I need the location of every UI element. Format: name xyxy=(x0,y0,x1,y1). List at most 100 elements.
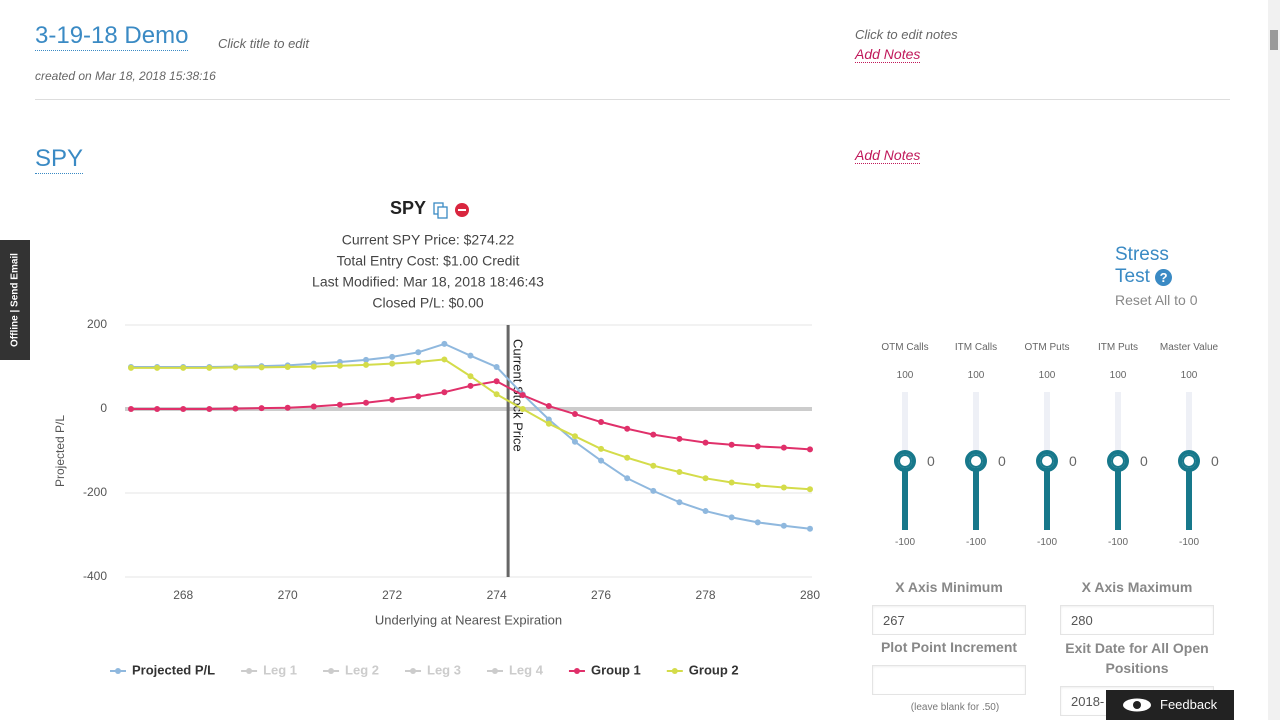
legend-label[interactable]: Leg 3 xyxy=(427,662,461,677)
data-point xyxy=(206,364,213,371)
y-tick-label: 200 xyxy=(87,317,107,331)
slider-track-fill xyxy=(1115,461,1121,530)
feedback-label[interactable]: Feedback xyxy=(1160,697,1218,712)
data-point xyxy=(780,444,787,451)
legend-swatch xyxy=(671,668,678,674)
add-notes[interactable]: Add Notes xyxy=(855,147,921,164)
title-hint: Click title to edit xyxy=(218,36,310,51)
divider xyxy=(35,99,1230,100)
legend-item[interactable]: Group 2 xyxy=(666,662,739,677)
slider-min: -100 xyxy=(965,537,986,548)
feedback-button[interactable]: Feedback xyxy=(1106,690,1234,720)
side-tab[interactable]: Offline | Send Email xyxy=(0,240,30,360)
data-point xyxy=(493,378,500,385)
slider-value: 0 xyxy=(927,453,935,469)
slider-thumb[interactable] xyxy=(894,450,916,472)
x-min-input[interactable] xyxy=(872,605,1026,635)
add-notes[interactable]: Add Notes xyxy=(855,46,921,63)
x-max-input[interactable] xyxy=(1060,605,1214,635)
slider-max: 100 xyxy=(1109,370,1127,381)
data-point xyxy=(154,364,161,371)
data-point xyxy=(780,484,787,491)
chart-title: SPY xyxy=(390,198,426,218)
legend-swatch xyxy=(115,668,121,674)
slider-thumb[interactable] xyxy=(965,450,987,472)
slider-thumb[interactable] xyxy=(1178,450,1200,472)
stress-test-title: Stress Test ? xyxy=(1115,244,1195,288)
notes-hint: Click to edit notes xyxy=(855,27,958,42)
y-tick-label: 0 xyxy=(100,401,107,415)
slider-track-fill xyxy=(973,461,979,530)
y-tick-label: -200 xyxy=(83,485,107,499)
chart-info: Last Modified: Mar 18, 2018 18:46:43 xyxy=(312,274,544,290)
x-tick-label: 280 xyxy=(800,588,820,602)
legend-item[interactable]: Group 1 xyxy=(568,662,641,677)
data-point xyxy=(128,364,134,371)
legend-label[interactable]: Group 1 xyxy=(591,662,641,677)
legend-item[interactable]: Leg 1 xyxy=(241,662,297,677)
copy-icon[interactable] xyxy=(433,202,448,219)
data-point xyxy=(650,487,657,494)
data-point xyxy=(754,482,761,489)
data-point xyxy=(702,475,709,482)
data-point xyxy=(258,405,265,412)
increment-hint: (leave blank for .50) xyxy=(910,702,1000,713)
data-point xyxy=(728,514,735,521)
legend-item[interactable]: Leg 3 xyxy=(405,662,461,677)
section-title[interactable]: SPY xyxy=(35,145,84,174)
data-point xyxy=(545,416,552,423)
x-max-label: X Axis Maximum xyxy=(1081,579,1193,595)
slider-track-fill xyxy=(902,461,908,530)
data-point xyxy=(467,382,474,389)
legend-label[interactable]: Leg 2 xyxy=(345,662,379,677)
legend-label[interactable]: Projected P/L xyxy=(132,662,215,677)
data-point xyxy=(415,358,422,365)
scrollbar[interactable] xyxy=(1268,0,1280,720)
data-point xyxy=(415,393,422,400)
data-point xyxy=(702,439,709,446)
slider-track xyxy=(973,392,979,461)
increment-label: Plot Point Increment xyxy=(880,639,1018,655)
chart-info: Current SPY Price: $274.22 xyxy=(342,232,515,248)
slider-thumb[interactable] xyxy=(1107,450,1129,472)
help-icon[interactable]: ? xyxy=(1155,269,1173,286)
data-point xyxy=(754,443,761,450)
created-date: created on Mar 18, 2018 15:38:16 xyxy=(35,69,216,83)
legend-item[interactable]: Leg 2 xyxy=(323,662,379,677)
data-point xyxy=(728,479,735,486)
x-min-label: X Axis Minimum xyxy=(895,579,1003,595)
x-tick-label: 270 xyxy=(278,588,298,602)
slider-thumb[interactable] xyxy=(1036,450,1058,472)
series-line xyxy=(131,342,811,530)
reset-all[interactable]: Reset All to 0 xyxy=(1115,292,1198,308)
data-point xyxy=(232,364,239,371)
legend-label[interactable]: Group 2 xyxy=(689,662,739,677)
data-point xyxy=(154,406,161,412)
plan-title[interactable]: 3-19-18 Demo xyxy=(35,22,189,51)
data-point xyxy=(598,445,605,452)
data-point xyxy=(206,406,213,412)
legend-item[interactable]: Projected P/L xyxy=(110,662,215,677)
data-point xyxy=(180,364,187,371)
slider-track xyxy=(1044,392,1050,461)
slider-track xyxy=(902,392,908,461)
slider-max: 100 xyxy=(896,370,914,381)
data-point xyxy=(650,431,657,438)
data-point xyxy=(180,406,187,412)
current-price-label: Current Stock Price xyxy=(511,339,526,452)
chart-info: Total Entry Cost: $1.00 Credit xyxy=(337,253,520,269)
data-point xyxy=(284,404,291,411)
legend-label[interactable]: Leg 4 xyxy=(509,662,544,677)
remove-icon[interactable] xyxy=(455,203,469,217)
legend-item[interactable]: Leg 4 xyxy=(486,662,544,677)
slider-track-fill xyxy=(1044,461,1050,530)
data-point xyxy=(415,349,422,356)
legend-label[interactable]: Leg 1 xyxy=(263,662,297,677)
y-tick-label: -400 xyxy=(83,569,107,583)
x-tick-label: 274 xyxy=(487,588,507,602)
data-point xyxy=(624,475,631,482)
data-point xyxy=(598,457,605,464)
scroll-thumb[interactable] xyxy=(1270,30,1278,50)
data-point xyxy=(545,403,552,410)
increment-input[interactable] xyxy=(872,665,1026,695)
